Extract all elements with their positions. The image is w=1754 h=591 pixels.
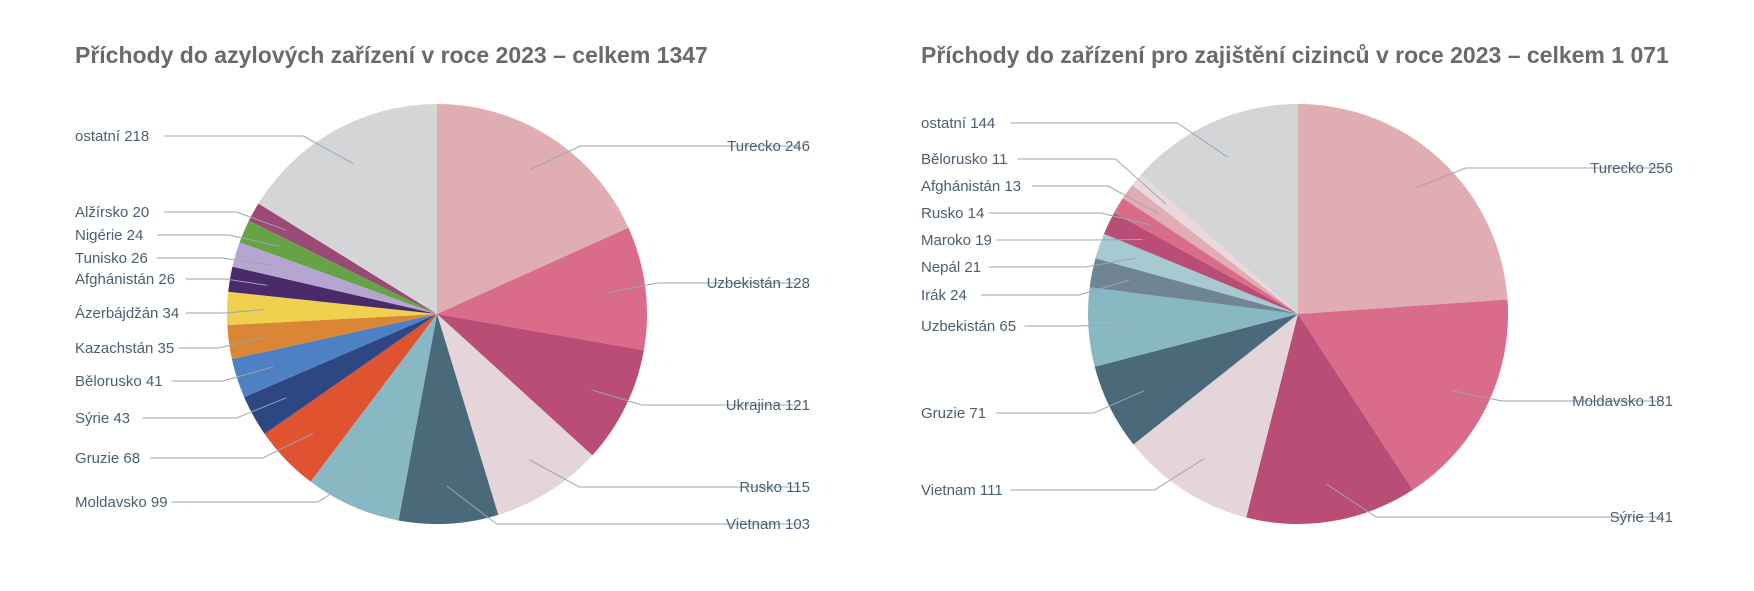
slice-label-syrie-43: Sýrie 43 [75, 410, 130, 427]
pie-slice-turecko-256 [1298, 104, 1508, 314]
slice-label-gruzie-71: Gruzie 71 [921, 405, 986, 422]
pie-slice-maroko-19 [1103, 212, 1298, 314]
leader-line-vietnam-103 [446, 485, 800, 525]
pie-slice-nigerie-24 [239, 220, 437, 314]
pie-slice-syrie-141 [1246, 314, 1413, 525]
pie-slice-uzbekistan-65 [1088, 287, 1298, 367]
slice-label-nigerie-24: Nigérie 24 [75, 227, 143, 244]
pie-slice-afghanistan-13 [1122, 185, 1298, 314]
slice-label-gruzie-68: Gruzie 68 [75, 450, 140, 467]
chart-title-detention: Příchody do zařízení pro zajištění cizin… [921, 42, 1669, 68]
slice-labels: Turecko 246 Uzbekistán 128 Ukrajina 121 Rus… [75, 128, 810, 533]
chart-title-asylum: Příchody do azylových zařízení v roce 20… [75, 42, 708, 68]
leader-line-belorusko-11 [1017, 158, 1166, 205]
pie-slice-kazachstan-35 [227, 314, 437, 359]
slice-label-moldavsko-99: Moldavsko 99 [75, 494, 168, 511]
pie-slice-tunisko-26 [232, 242, 437, 314]
pie-slice-irak-24 [1089, 258, 1298, 314]
leader-line-gruzie-71 [995, 390, 1145, 414]
leader-line-syrie-43 [142, 397, 287, 419]
leader-line-rusko-115 [528, 459, 800, 488]
slice-label-vietnam-103: Vietnam 103 [726, 516, 810, 533]
pie-slice-moldavsko-99 [310, 314, 437, 521]
slice-label-ostatni-218: ostatní 218 [75, 128, 149, 145]
pie-slice-ostatni-218 [258, 104, 437, 314]
slice-label-kazachstan-35: Kazachstán 35 [75, 340, 174, 357]
leader-line-gruzie-68 [149, 432, 314, 459]
leader-line-vietnam-111 [1010, 458, 1205, 491]
pie-slice-rusko-115 [437, 314, 593, 515]
pie-slice-belorusko-41 [231, 314, 437, 398]
slice-label-afghanistan-13: Afghánistán 13 [921, 178, 1021, 195]
leader-line-moldavsko-181 [1452, 390, 1663, 402]
leader-line-uzbekistan-128 [607, 282, 800, 294]
slice-label-uzbekistan-65: Uzbekistán 65 [921, 318, 1016, 335]
pie-slice-azerbajdzan-34 [227, 291, 437, 326]
slice-label-ukrajina-121: Ukrajina 121 [726, 397, 810, 414]
slice-label-afghanistan-26: Afghánistán 26 [75, 271, 175, 288]
leader-line-ukrajina-121 [591, 389, 800, 406]
leader-line-tunisko-26 [157, 257, 272, 266]
slice-label-rusko-115: Rusko 115 [739, 479, 810, 496]
leader-line-maroko-19 [995, 239, 1143, 241]
pie-slice-syrie-43 [244, 314, 437, 434]
pie-slice-moldavsko-181 [1298, 299, 1508, 490]
leader-line-uzbekistan-65 [1024, 324, 1127, 327]
slice-label-belorusko-41: Bělorusko 41 [75, 373, 163, 390]
leader-line-nepal-21 [988, 257, 1136, 268]
pie-slice-nepal-21 [1095, 233, 1298, 314]
leader-line-kazachstan-35 [178, 336, 267, 349]
slice-label-uzbekistan-128: Uzbekistán 128 [707, 275, 810, 292]
pie-slice-ukrajina-121 [437, 314, 644, 456]
leader-line-afghanistan-26 [185, 278, 268, 286]
pie-slice-alzirsko-20 [248, 203, 437, 314]
leader-line-belorusko-41 [171, 366, 274, 382]
leader-line-turecko-246 [530, 145, 800, 170]
leader-line-azerbajdzan-34 [185, 308, 265, 314]
leader-lines [981, 122, 1663, 518]
pie-slice-vietnam-103 [398, 314, 499, 525]
slice-label-alzirsko-20: Alžírsko 20 [75, 204, 149, 221]
slice-label-azerbajdzan-34: Ázerbájdžán 34 [75, 305, 179, 322]
pie-slice-ostatni-144 [1140, 104, 1298, 314]
slice-label-irak-24: Irák 24 [921, 287, 967, 304]
leader-lines [142, 135, 800, 525]
pie-slice-belorusko-11 [1132, 174, 1298, 314]
slice-label-ostatni-144: ostatní 144 [921, 115, 995, 132]
pie-slices [1088, 104, 1508, 525]
pie-slice-afghanistan-26 [228, 266, 437, 314]
slice-label-belorusko-11: Bělorusko 11 [921, 151, 1007, 168]
leader-line-nigerie-24 [157, 234, 279, 247]
slice-label-vietnam-111: Vietnam 111 [921, 482, 1003, 499]
leader-line-turecko-256 [1415, 167, 1663, 189]
slice-label-syrie-141: Sýrie 141 [1610, 509, 1673, 526]
leader-line-irak-24 [981, 279, 1130, 296]
pie-slice-vietnam-111 [1133, 314, 1298, 518]
pie-chart-asylum: Turecko 246 Uzbekistán 128 Ukrajina 121 Rus… [75, 104, 810, 533]
pie-slice-turecko-246 [437, 104, 629, 314]
leader-line-syrie-141 [1325, 483, 1663, 518]
leader-line-rusko-14 [988, 212, 1151, 226]
pie-slice-rusko-14 [1114, 198, 1298, 314]
leader-line-moldavsko-99 [171, 471, 368, 503]
slice-label-moldavsko-181: Moldavsko 181 [1572, 393, 1673, 410]
leader-line-ostatni-218 [164, 135, 354, 165]
pie-slices [227, 104, 648, 525]
slice-label-maroko-19: Maroko 19 [921, 232, 992, 249]
slice-label-turecko-256: Turecko 256 [1590, 160, 1673, 177]
leader-line-afghanistan-13 [1031, 185, 1159, 214]
pie-slice-gruzie-71 [1094, 314, 1298, 445]
pie-slice-uzbekistan-128 [437, 227, 648, 351]
slice-label-rusko-14: Rusko 14 [921, 205, 984, 222]
leader-line-ostatni-144 [1010, 122, 1228, 158]
pie-chart-detention: Turecko 256 Moldavsko 181 Sýrie 141 Vietnam… [921, 104, 1673, 526]
slice-label-turecko-246: Turecko 246 [727, 138, 810, 155]
slice-label-nepal-21: Nepál 21 [921, 259, 981, 276]
slice-labels: Turecko 256 Moldavsko 181 Sýrie 141 Vietnam… [921, 115, 1673, 526]
slice-label-tunisko-26: Tunisko 26 [75, 250, 148, 267]
pie-slice-gruzie-68 [264, 314, 437, 482]
leader-line-alzirsko-20 [164, 211, 287, 231]
